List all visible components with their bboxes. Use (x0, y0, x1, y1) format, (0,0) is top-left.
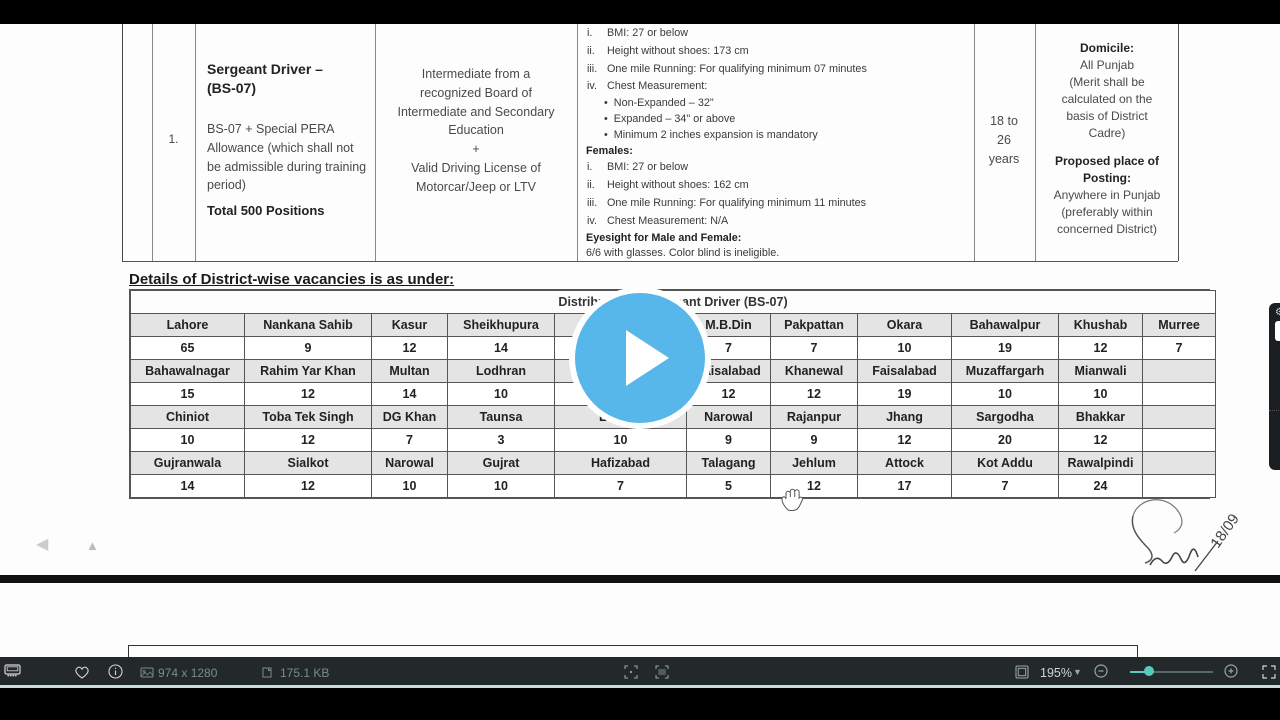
svg-text:18/09: 18/09 (1207, 511, 1242, 552)
